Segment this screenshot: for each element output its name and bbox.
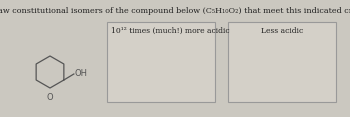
- FancyBboxPatch shape: [228, 22, 336, 102]
- Text: 10) Draw constitutional isomers of the compound below (C₅H₁₀O₂) that meet this i: 10) Draw constitutional isomers of the c…: [0, 7, 350, 15]
- Text: 10¹² times (much!) more acidic: 10¹² times (much!) more acidic: [111, 27, 230, 35]
- Text: OH: OH: [75, 68, 88, 77]
- Text: O: O: [47, 93, 53, 102]
- Text: Less acidic: Less acidic: [261, 27, 303, 35]
- FancyBboxPatch shape: [107, 22, 215, 102]
